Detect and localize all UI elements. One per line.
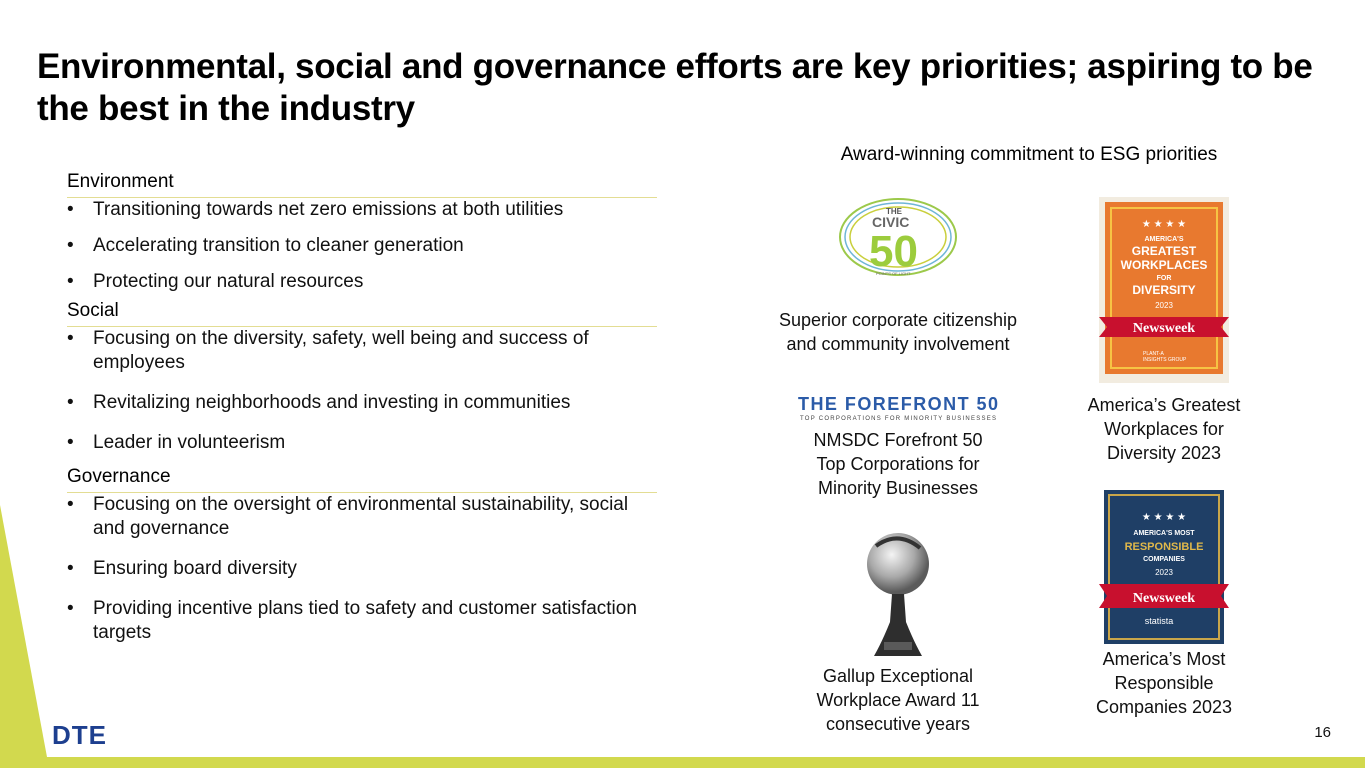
environment-list: Transitioning towards net zero emissions… <box>67 198 657 294</box>
svg-text:WORKPLACES: WORKPLACES <box>1121 258 1208 272</box>
civic-50-text: 50 <box>869 227 918 276</box>
newsweek-responsible-badge: ★ ★ ★ ★ AMERICA'S MOST RESPONSIBLE COMPA… <box>1099 490 1229 644</box>
civic-sub-text: POINTS OF LIGHT <box>876 271 911 276</box>
badge-stars-icon: ★ ★ ★ ★ <box>1142 512 1186 523</box>
svg-text:AMERICA'S MOST: AMERICA'S MOST <box>1133 530 1195 537</box>
list-item: Accelerating transition to cleaner gener… <box>67 234 657 258</box>
slide-title: Environmental, social and governance eff… <box>37 47 1313 128</box>
esg-sections: Environment Transitioning towards net ze… <box>67 170 657 661</box>
social-heading: Social <box>67 299 657 327</box>
forefront-sub-text: TOP CORPORATIONS FOR MINORITY BUSINESSES <box>800 416 996 422</box>
svg-text:2023: 2023 <box>1155 301 1173 310</box>
list-item: Leader in volunteerism <box>67 431 657 455</box>
list-item: Ensuring board diversity <box>67 557 657 581</box>
page-number: 16 <box>1314 724 1331 741</box>
social-list: Focusing on the diversity, safety, well … <box>67 327 657 455</box>
gallup-caption: Gallup Exceptional Workplace Award 11 co… <box>816 666 980 734</box>
newsweek-diversity-caption: America’s Greatest Workplaces for Divers… <box>1087 395 1241 463</box>
svg-text:FOR: FOR <box>1157 275 1172 282</box>
dte-logo: DTE <box>52 720 107 750</box>
svg-text:RESPONSIBLE: RESPONSIBLE <box>1125 541 1204 553</box>
list-item: Transitioning towards net zero emissions… <box>67 198 657 222</box>
list-item: Focusing on the diversity, safety, well … <box>67 327 657 375</box>
newsweek-diversity-badge: ★ ★ ★ ★ AMERICA'S GREATEST WORKPLACES FO… <box>1099 197 1229 383</box>
awards-heading: Award-winning commitment to ESG prioriti… <box>840 144 1218 165</box>
list-item: Providing incentive plans tied to safety… <box>67 597 657 645</box>
svg-text:Newsweek: Newsweek <box>1133 321 1195 336</box>
environment-heading: Environment <box>67 170 657 198</box>
governance-heading: Governance <box>67 465 657 493</box>
civic-name-text: CIVIC <box>872 214 909 230</box>
civic-50-caption: Superior corporate citizenship and commu… <box>778 310 1018 354</box>
newsweek-responsible-caption: America’s Most Responsible Companies 202… <box>1095 649 1233 717</box>
list-item: Focusing on the oversight of environment… <box>67 493 657 541</box>
svg-text:Newsweek: Newsweek <box>1133 591 1195 606</box>
gallup-trophy <box>867 533 929 656</box>
civic-the-text: THE <box>886 207 903 216</box>
svg-text:2023: 2023 <box>1155 568 1173 577</box>
svg-text:DIVERSITY: DIVERSITY <box>1132 283 1195 297</box>
svg-text:GREATEST: GREATEST <box>1132 244 1197 258</box>
svg-text:statista: statista <box>1145 616 1174 626</box>
bottom-accent-bar <box>0 757 1365 768</box>
list-item: Revitalizing neighborhoods and investing… <box>67 391 657 415</box>
left-accent-shape <box>0 505 47 757</box>
forefront-title-text: THE FOREFRONT 50 <box>798 394 998 414</box>
svg-text:INSIGHTS GROUP: INSIGHTS GROUP <box>1143 357 1187 363</box>
badge-stars-icon: ★ ★ ★ ★ <box>1142 219 1186 230</box>
civic-50-logo: THE CIVIC 50 POINTS OF LIGHT <box>839 198 957 276</box>
svg-text:AMERICA'S: AMERICA'S <box>1145 236 1184 243</box>
list-item: Protecting our natural resources <box>67 270 657 294</box>
svg-text:PLANT-A: PLANT-A <box>1143 351 1165 357</box>
forefront-50-caption: NMSDC Forefront 50 Top Corporations for … <box>813 430 983 498</box>
svg-text:COMPANIES: COMPANIES <box>1143 556 1185 563</box>
forefront-50-logo: THE FOREFRONT 50 TOP CORPORATIONS FOR MI… <box>798 394 998 422</box>
governance-list: Focusing on the oversight of environment… <box>67 493 657 645</box>
